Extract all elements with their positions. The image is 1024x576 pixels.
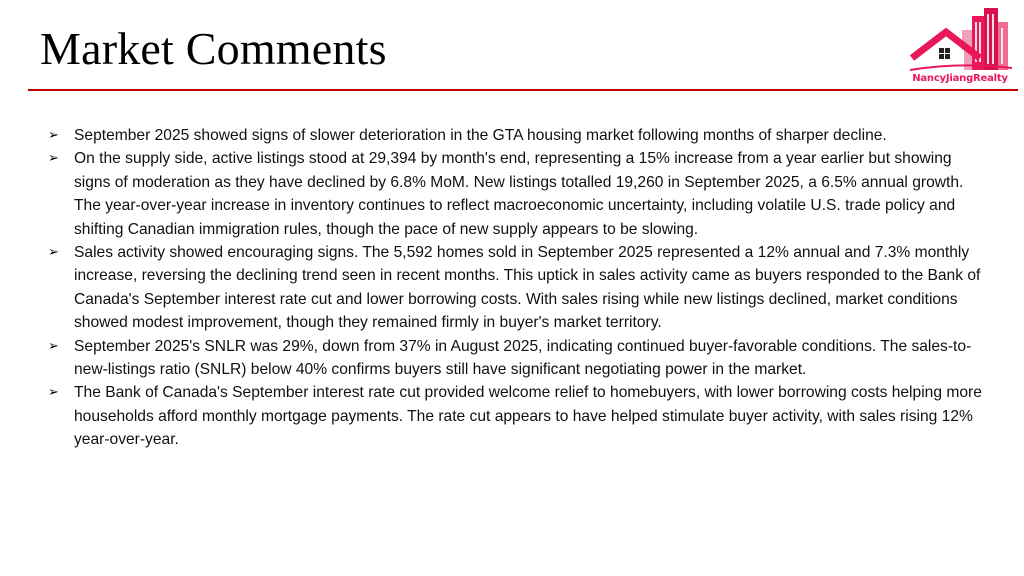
bullet-text: The Bank of Canada's September interest … <box>74 384 982 449</box>
list-item: ➢ September 2025's SNLR was 29%, down fr… <box>48 335 988 382</box>
bullet-text: On the supply side, active listings stoo… <box>74 150 964 238</box>
list-item: ➢ On the supply side, active listings st… <box>48 147 988 241</box>
arrow-bullet-icon: ➢ <box>48 128 59 143</box>
market-comments-list: ➢ September 2025 showed signs of slower … <box>48 124 988 452</box>
arrow-bullet-icon: ➢ <box>48 151 59 167</box>
arrow-bullet-icon: ➢ <box>48 385 59 401</box>
bullet-text: September 2025 showed signs of slower de… <box>74 127 887 144</box>
bullet-text: Sales activity showed encouraging signs.… <box>74 244 981 332</box>
brand-name: NancyJiangRealty <box>912 73 1008 84</box>
city-skyline-house-icon <box>909 8 1013 71</box>
page-title: Market Comments <box>40 23 387 74</box>
list-item: ➢ September 2025 showed signs of slower … <box>48 124 988 147</box>
arrow-bullet-icon: ➢ <box>48 338 59 354</box>
title-divider <box>28 89 1018 91</box>
arrow-bullet-icon: ➢ <box>48 245 59 261</box>
list-item: ➢ Sales activity showed encouraging sign… <box>48 241 988 335</box>
list-item: ➢ The Bank of Canada's September interes… <box>48 381 988 451</box>
bullet-text: September 2025's SNLR was 29%, down from… <box>74 337 972 379</box>
